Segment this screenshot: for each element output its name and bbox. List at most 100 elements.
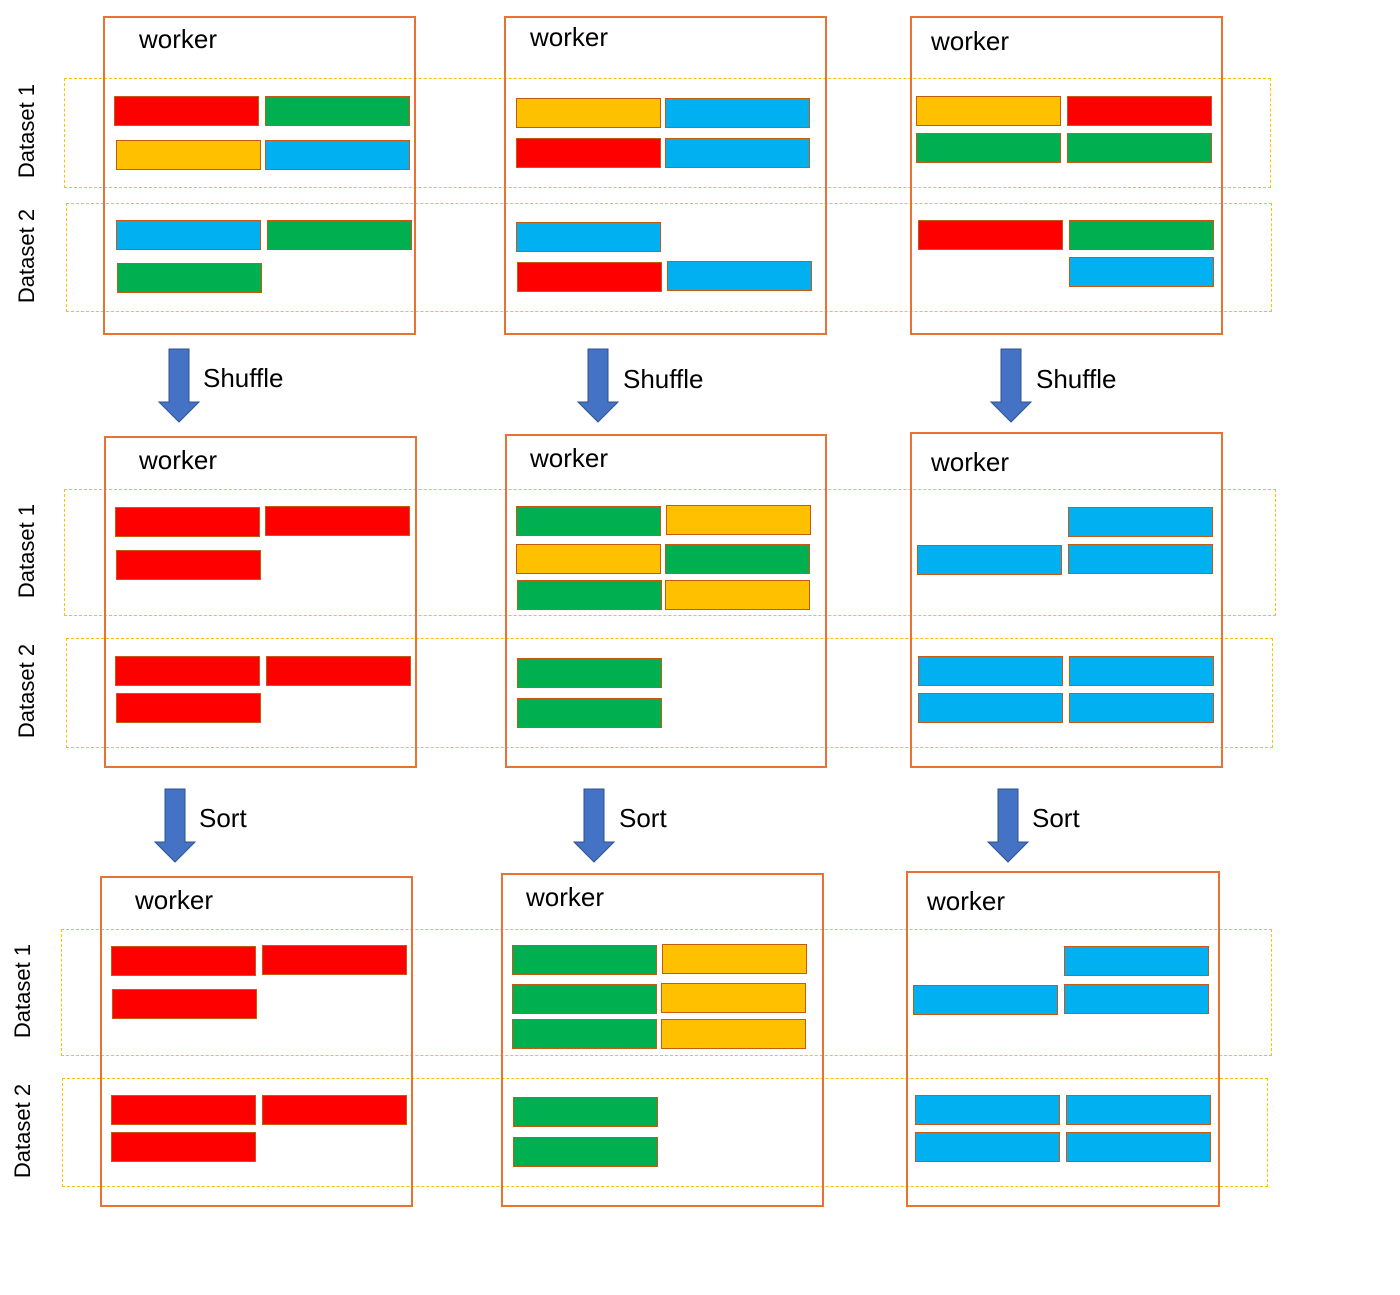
stage-1-dataset1-band bbox=[64, 78, 1271, 188]
stage-3-worker-3-label: worker bbox=[927, 886, 1006, 916]
stage-2-worker-1-dataset1-block-red bbox=[116, 550, 261, 580]
stage-3-worker-3 bbox=[906, 871, 1220, 1207]
stage-2-dataset1-label: Dataset 1 bbox=[14, 503, 39, 598]
stage-1-worker-1-dataset2-block-green bbox=[117, 263, 262, 293]
stage-1-worker-1-dataset1-block-blue bbox=[265, 140, 410, 170]
stage-3-worker-2-dataset1-block-yellow bbox=[662, 944, 807, 974]
stage-3-worker-1-dataset1-block-red bbox=[112, 989, 257, 1019]
stage-1-worker-1-dataset1-block-green bbox=[265, 96, 410, 126]
stage-3-worker-1-dataset2-block-red bbox=[111, 1095, 256, 1125]
stage-2-worker-2-dataset1-block-yellow bbox=[665, 580, 810, 610]
stage-1-worker-1-dataset2-block-green bbox=[267, 220, 412, 250]
stage-2-worker-2-dataset1-block-green bbox=[517, 580, 662, 610]
stage-1-worker-2-dataset2-block-blue bbox=[667, 261, 812, 291]
stage-3-worker-2-label: worker bbox=[526, 882, 605, 912]
stage-3-worker-2-dataset2-block-green bbox=[513, 1137, 658, 1167]
stage-1-operation-label-1: Shuffle bbox=[203, 363, 284, 393]
stage-2-worker-2-dataset1-block-yellow bbox=[516, 544, 661, 574]
stage-2-worker-3-label: worker bbox=[931, 447, 1010, 477]
stage-1-dataset1-label: Dataset 1 bbox=[14, 83, 39, 179]
stage-3-worker-2-dataset1-block-yellow bbox=[661, 983, 806, 1013]
stage-1-worker-3-dataset1-block-red bbox=[1067, 96, 1212, 126]
stage-3-worker-3-dataset2-block-blue bbox=[1066, 1095, 1211, 1125]
stage-2-down-arrow-icon-3 bbox=[986, 788, 1030, 863]
stage-1-worker-1-dataset1-block-red bbox=[114, 96, 259, 126]
stage-2-down-arrow-icon-2 bbox=[572, 788, 616, 863]
stage-1-worker-2 bbox=[504, 16, 827, 335]
stage-1-worker-2-dataset1-block-red bbox=[516, 138, 661, 168]
stage-3-dataset2-label: Dataset 2 bbox=[10, 1083, 35, 1178]
stage-3-worker-2-dataset1-block-green bbox=[512, 945, 657, 975]
stage-2-worker-2-dataset2-block-green bbox=[517, 698, 662, 728]
stage-1-worker-2-dataset1-block-blue bbox=[665, 98, 810, 128]
stage-1-worker-3-dataset2-block-blue bbox=[1069, 257, 1214, 287]
stage-1-down-arrow-icon-3 bbox=[989, 348, 1033, 423]
stage-2-worker-1-dataset2-block-red bbox=[266, 656, 411, 686]
stage-1-worker-3-dataset1-block-green bbox=[916, 133, 1061, 163]
stage-1-worker-1-dataset2-block-blue bbox=[116, 220, 261, 250]
stage-2-worker-3-dataset2-block-blue bbox=[1069, 693, 1214, 723]
stage-2-operation-label-2: Sort bbox=[619, 803, 667, 833]
stage-2-worker-3-dataset2-block-blue bbox=[918, 656, 1063, 686]
stage-2-operation-label-3: Sort bbox=[1032, 803, 1080, 833]
stage-1-operation-label-2: Shuffle bbox=[623, 364, 704, 394]
stage-3-worker-3-dataset1-block-blue bbox=[1064, 946, 1209, 976]
stage-1-dataset2-label: Dataset 2 bbox=[14, 208, 39, 303]
stage-1-operation-label-3: Shuffle bbox=[1036, 364, 1117, 394]
stage-2-down-arrow-icon-1 bbox=[153, 788, 197, 863]
stage-2-worker-1 bbox=[104, 436, 417, 768]
stage-3-worker-2-dataset1-block-green bbox=[512, 1019, 657, 1049]
stage-2-worker-3-dataset1-block-blue bbox=[1068, 507, 1213, 537]
stage-1-dataset2-band bbox=[66, 203, 1272, 312]
stage-2-worker-2-label: worker bbox=[530, 443, 609, 473]
stage-3-worker-3-dataset2-block-blue bbox=[915, 1132, 1060, 1162]
stage-3-worker-1 bbox=[100, 876, 413, 1207]
stage-1-worker-3 bbox=[910, 16, 1223, 335]
stage-3-worker-1-dataset2-block-red bbox=[262, 1095, 407, 1125]
stage-1-down-arrow-icon-2 bbox=[576, 348, 620, 423]
stage-2-worker-2-dataset1-block-yellow bbox=[666, 505, 811, 535]
stage-1-worker-2-dataset2-block-blue bbox=[516, 222, 661, 252]
stage-2-worker-3 bbox=[910, 432, 1223, 768]
stage-1-worker-1-label: worker bbox=[139, 24, 218, 54]
stage-3-worker-3-dataset2-block-blue bbox=[1066, 1132, 1211, 1162]
stage-2-worker-3-dataset2-block-blue bbox=[1069, 656, 1214, 686]
stage-3-worker-3-dataset2-block-blue bbox=[915, 1095, 1060, 1125]
stage-1-worker-3-dataset2-block-green bbox=[1069, 220, 1214, 250]
stage-1-worker-2-dataset1-block-yellow bbox=[516, 98, 661, 128]
stage-3-dataset1-label: Dataset 1 bbox=[10, 943, 35, 1038]
stage-2-dataset1-band bbox=[64, 489, 1276, 616]
stage-3-worker-2-dataset1-block-green bbox=[512, 984, 657, 1014]
stage-3-worker-3-dataset1-block-blue bbox=[913, 985, 1058, 1015]
stage-1-worker-3-dataset1-block-green bbox=[1067, 133, 1212, 163]
stage-3-dataset2-band bbox=[62, 1078, 1268, 1187]
stage-3-worker-1-dataset1-block-red bbox=[262, 945, 407, 975]
stage-3-worker-1-dataset2-block-red bbox=[111, 1132, 256, 1162]
stage-3-dataset1-band bbox=[61, 929, 1272, 1056]
stage-2-worker-2-dataset1-block-green bbox=[665, 544, 810, 574]
stage-2-worker-2 bbox=[505, 434, 827, 768]
stage-2-worker-3-dataset1-block-blue bbox=[917, 545, 1062, 575]
stage-2-worker-3-dataset1-block-blue bbox=[1068, 544, 1213, 574]
stage-1-worker-3-dataset1-block-yellow bbox=[916, 96, 1061, 126]
stage-1-down-arrow-icon-1 bbox=[157, 348, 201, 423]
stage-1-worker-3-dataset2-block-red bbox=[918, 220, 1063, 250]
stage-3-worker-2-dataset1-block-yellow bbox=[661, 1019, 806, 1049]
stage-2-dataset2-band bbox=[66, 638, 1273, 748]
stage-2-worker-1-label: worker bbox=[139, 445, 218, 475]
stage-3-worker-1-label: worker bbox=[135, 885, 214, 915]
stage-1-worker-2-dataset1-block-blue bbox=[665, 138, 810, 168]
stage-2-worker-1-dataset2-block-red bbox=[115, 656, 260, 686]
stage-1-worker-1 bbox=[103, 16, 416, 335]
stage-2-worker-3-dataset2-block-blue bbox=[918, 693, 1063, 723]
stage-3-worker-2-dataset2-block-green bbox=[513, 1097, 658, 1127]
stage-2-operation-label-1: Sort bbox=[199, 803, 247, 833]
stage-1-worker-2-label: worker bbox=[530, 22, 609, 52]
stage-1-worker-2-dataset2-block-red bbox=[517, 262, 662, 292]
stage-1-worker-3-label: worker bbox=[931, 26, 1010, 56]
stage-3-worker-3-dataset1-block-blue bbox=[1064, 984, 1209, 1014]
stage-2-worker-2-dataset2-block-green bbox=[517, 658, 662, 688]
stage-1-worker-1-dataset1-block-yellow bbox=[116, 140, 261, 170]
stage-2-worker-1-dataset1-block-red bbox=[115, 507, 260, 537]
